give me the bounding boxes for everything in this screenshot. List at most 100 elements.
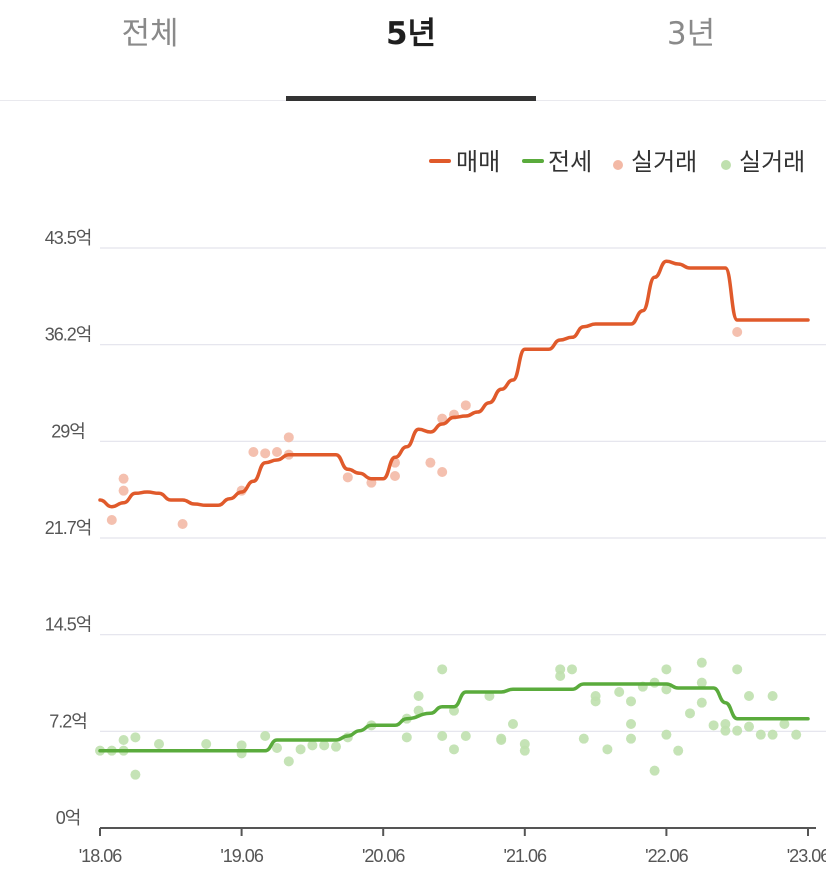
jeonse-deal-point[interactable] — [602, 744, 613, 755]
sale-deal-point[interactable] — [260, 448, 271, 459]
x-axis: '18.06 '19.06 '20.06 '21.06 '22.06 '23.06 — [79, 827, 826, 866]
tab-5-years-label: 5년 — [385, 16, 437, 52]
jeonse-deal-point[interactable] — [614, 687, 625, 697]
jeonse-deal-points — [95, 657, 802, 780]
jeonse-deal-point[interactable] — [732, 664, 743, 675]
jeonse-deal-point[interactable] — [567, 664, 577, 675]
jeonse-deal-point[interactable] — [791, 729, 802, 740]
jeonse-deal-point[interactable] — [779, 719, 790, 729]
jeonse-price-line — [98, 682, 810, 753]
grid-lines — [100, 247, 826, 732]
legend-item-jeonse-deals: 실거래 — [721, 148, 805, 176]
jeonse-deal-point[interactable] — [437, 731, 448, 741]
sale-deal-point[interactable] — [272, 447, 282, 457]
x-tick-label: '22.06 — [645, 846, 688, 866]
sale-deal-point[interactable] — [106, 515, 117, 525]
chart-legend: 매매 전세 실거래 실거래 — [429, 148, 805, 176]
jeonse-deal-point[interactable] — [449, 744, 459, 755]
jeonse-deal-point[interactable] — [307, 740, 318, 751]
jeonse-deal-point[interactable] — [154, 739, 164, 749]
legend-jeonse-deal-label: 실거래 — [739, 148, 805, 176]
jeonse-deal-point[interactable] — [260, 731, 271, 741]
y-tick-label: 14.5억 — [45, 615, 92, 635]
legend-item-jeonse: 전세 — [522, 148, 592, 176]
sale-deal-point[interactable] — [118, 473, 129, 484]
jeonse-deal-point[interactable] — [295, 744, 306, 755]
jeonse-deal-point[interactable] — [496, 733, 507, 744]
jeonse-deal-point[interactable] — [508, 719, 518, 729]
legend-item-sale-deals: 실거래 — [613, 148, 697, 176]
sale-deal-point[interactable] — [460, 400, 471, 411]
jeonse-deal-point[interactable] — [744, 721, 754, 732]
tab-all[interactable]: 전체 — [25, 0, 275, 100]
sale-deal-point[interactable] — [177, 519, 188, 529]
jeonse-deal-point[interactable] — [460, 731, 471, 741]
x-tick-label: '19.06 — [220, 846, 263, 866]
tab-5-years[interactable]: 5년 — [286, 0, 536, 100]
jeonse-deal-point[interactable] — [696, 697, 707, 708]
period-tabs: 전체 5년 3년 — [0, 0, 826, 101]
tab-3-years[interactable]: 3년 — [566, 0, 816, 100]
jeonse-deal-point[interactable] — [732, 725, 743, 736]
jeonse-deal-point[interactable] — [661, 729, 672, 740]
jeonse-deal-point[interactable] — [767, 729, 778, 740]
sale-deal-point[interactable] — [248, 447, 259, 457]
jeonse-deal-point[interactable] — [578, 733, 589, 744]
jeonse-deal-point[interactable] — [626, 733, 636, 744]
sale-deal-point[interactable] — [118, 485, 129, 496]
jeonse-deal-point[interactable] — [413, 691, 424, 701]
price-chart: 매매 전세 실거래 실거래 0억 7.2억 14.5억 21.7억 29억 36.2억 43… — [45, 148, 826, 866]
legend-sale-label: 매매 — [456, 148, 500, 176]
jeonse-deal-point[interactable] — [673, 745, 684, 756]
jeonse-deal-point[interactable] — [201, 739, 212, 749]
jeonse-deal-point[interactable] — [661, 684, 672, 695]
jeonse-deal-point[interactable] — [130, 769, 141, 780]
x-tick-label: '20.06 — [362, 846, 405, 866]
jeonse-deal-point[interactable] — [685, 708, 695, 719]
jeonse-deal-point[interactable] — [696, 657, 707, 668]
y-tick-label: 7.2억 — [49, 711, 87, 731]
sale-deal-point[interactable] — [390, 471, 400, 481]
jeonse-deal-point[interactable] — [437, 664, 448, 675]
jeonse-deal-point[interactable] — [767, 691, 778, 701]
jeonse-deal-point[interactable] — [744, 691, 754, 701]
jeonse-deal-point[interactable] — [555, 671, 566, 681]
y-tick-label: 29억 — [51, 421, 85, 441]
jeonse-deal-point[interactable] — [118, 735, 129, 745]
jeonse-deal-point[interactable] — [401, 732, 412, 743]
legend-sale-deal-dot-icon — [613, 160, 623, 170]
jeonse-deal-point[interactable] — [720, 719, 731, 729]
sale-deal-points — [106, 327, 743, 529]
sale-deal-point[interactable] — [342, 472, 353, 483]
jeonse-deal-point[interactable] — [283, 756, 294, 767]
legend-sale-deal-label: 실거래 — [631, 148, 697, 176]
sale-deal-point[interactable] — [732, 327, 743, 337]
jeonse-deal-point[interactable] — [590, 691, 601, 701]
legend-jeonse-label: 전세 — [548, 148, 592, 176]
jeonse-deal-point[interactable] — [130, 732, 141, 743]
tab-3-years-label: 3년 — [666, 16, 716, 52]
sale-deal-point[interactable] — [425, 457, 436, 468]
sale-deal-point[interactable] — [437, 467, 448, 477]
legend-jeonse-deal-dot-icon — [721, 160, 731, 170]
sale-deal-point[interactable] — [437, 413, 448, 424]
jeonse-deal-point[interactable] — [626, 719, 636, 729]
jeonse-deal-point[interactable] — [626, 696, 636, 707]
jeonse-deal-point[interactable] — [331, 741, 341, 752]
y-tick-label: 21.7억 — [45, 518, 92, 538]
y-tick-label: 43.5억 — [45, 228, 92, 248]
y-tick-label: 0억 — [56, 808, 81, 828]
jeonse-deal-point[interactable] — [272, 743, 282, 753]
jeonse-deal-point[interactable] — [661, 664, 672, 675]
y-tick-label: 36.2억 — [45, 325, 92, 345]
jeonse-deal-point[interactable] — [519, 739, 530, 749]
legend-item-sale: 매매 — [429, 148, 500, 176]
jeonse-deal-point[interactable] — [236, 740, 247, 751]
jeonse-deal-point[interactable] — [708, 720, 719, 731]
sale-deal-point[interactable] — [283, 432, 294, 443]
jeonse-deal-point[interactable] — [755, 729, 766, 740]
jeonse-deal-point[interactable] — [696, 677, 707, 688]
jeonse-deal-point[interactable] — [319, 740, 330, 751]
x-tick-label: '18.06 — [79, 846, 122, 866]
jeonse-deal-point[interactable] — [649, 765, 660, 776]
